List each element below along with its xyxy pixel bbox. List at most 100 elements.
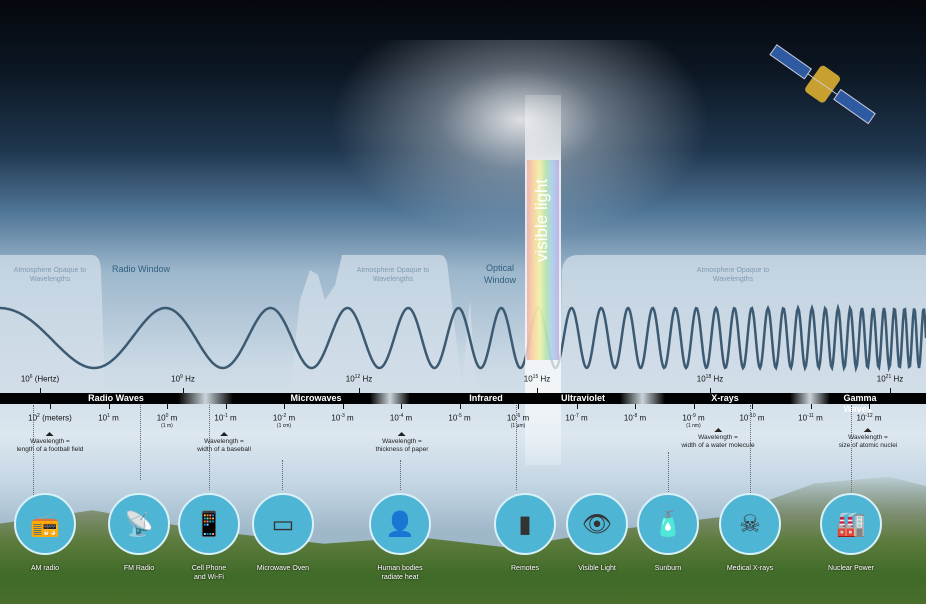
frequency-tick [710, 388, 711, 393]
wl-base: 10 [28, 413, 38, 423]
wl-base: 10 [506, 413, 516, 423]
wave-line [0, 303, 926, 373]
wl-base: 10 [98, 413, 108, 423]
freq-base: 10 [345, 374, 355, 384]
satellite-icon [769, 44, 876, 125]
example-label: FM Radio [124, 564, 154, 573]
wl-base: 10 [798, 413, 808, 423]
wavelength-label: 10-2 m (1 cm) [273, 413, 295, 429]
wl-base: 10 [739, 413, 749, 423]
comparison-line-1: Wavelength = [848, 434, 888, 441]
wl-unit: m [463, 413, 471, 423]
example-icon: 📱 [194, 510, 224, 538]
example-label: AM radio [31, 564, 59, 573]
frequency-tick [40, 388, 41, 393]
atmosphere-opaque-label-1: Atmosphere Opaque to Wavelengths [13, 267, 87, 283]
frequency-label: 109 Hz [171, 374, 195, 384]
example-label-line-1: Human bodies [377, 565, 423, 572]
example-label: Remotes [511, 564, 539, 573]
wl-base: 10 [272, 413, 282, 423]
wl-exponent: 0 [165, 413, 169, 419]
freq-unit: Hz [540, 374, 551, 384]
frequency-label: 1015 Hz [524, 374, 550, 384]
sun-glow [330, 40, 710, 240]
band-infrared: Infrared [469, 393, 503, 403]
opaque-region-microwave [290, 255, 476, 390]
wavelength-label: 10-3 m [331, 413, 353, 423]
wavelength-tick [518, 404, 519, 409]
example-label-line-1: Medical X-rays [726, 565, 774, 572]
example-label-line-1: Cell Phone [191, 565, 227, 572]
wl-unit: m [639, 413, 647, 423]
connector-line [851, 405, 852, 493]
visible-spectrum-rainbow [527, 160, 559, 360]
comparison-line-1: Wavelength = [204, 438, 244, 445]
comparison-line-2: thickness of paper [375, 446, 429, 453]
freq-exponent: 15 [532, 374, 539, 380]
example-label: Nuclear Power [828, 564, 874, 573]
band-radio-waves: Radio Waves [88, 393, 144, 403]
example-label: Sunburn [655, 564, 681, 573]
frequency-label: 1021 Hz [877, 374, 903, 384]
atmosphere-opaque-label-2: Atmosphere Opaque to Wavelengths [356, 267, 430, 283]
wl-exponent: -5 [457, 413, 462, 419]
connector-line [282, 460, 283, 490]
wl-unit: m [405, 413, 413, 423]
freq-base: 10 [876, 374, 886, 384]
example-label: Visible Light [578, 564, 616, 573]
wavelength-label: 101 m [98, 413, 119, 423]
example-image: 🧴 [637, 493, 699, 555]
example-label: Human bodies radiate heat [377, 564, 422, 582]
wl-exponent: -4 [398, 413, 404, 419]
freq-unit: Hz [185, 374, 195, 384]
comparison-line-2: length of a football field [16, 446, 84, 453]
freq-unit: (Hertz) [34, 374, 60, 384]
comparison-line-1: Wavelength = [382, 438, 422, 445]
wavelength-tick [459, 404, 461, 409]
frequency-tick [359, 388, 360, 393]
band-ultraviolet: Ultraviolet [560, 393, 606, 403]
example-icon: ▮ [518, 510, 532, 538]
wavelength-comparison: Wavelength = size of atomic nuclei [839, 428, 898, 450]
wl-unit: m [816, 413, 823, 423]
wavelength-tick [869, 404, 870, 409]
example-label-line-2: and Wi-Fi [194, 574, 224, 581]
wl-unit: m [522, 413, 530, 423]
example-icon: 📡 [124, 510, 154, 538]
wl-base: 10 [214, 413, 224, 423]
wavelength-label: 10-4 m [390, 413, 412, 423]
frequency-label: 106 (Hertz) [21, 374, 59, 384]
freq-base: 10 [171, 374, 181, 384]
wl-base: 10 [389, 413, 399, 423]
wl-exponent: -6 [515, 413, 521, 419]
freq-exponent: 12 [354, 374, 361, 380]
connector-line [516, 405, 517, 490]
wavelength-tick [810, 404, 812, 409]
optical-window-label: Optical Window [483, 263, 516, 285]
example-icon: 🏭 [836, 510, 866, 538]
band-transition [370, 393, 410, 404]
connector-line [750, 405, 751, 493]
wl-note: (1 nm) [686, 422, 701, 429]
wavelength-label: 10-5 m [448, 413, 470, 423]
wl-exponent: -3 [340, 413, 345, 419]
spectrum-bar [0, 393, 926, 404]
wavelength-label: 10-12 m [856, 413, 881, 423]
connector-line [33, 405, 34, 495]
wl-base: 10 [448, 413, 458, 423]
wl-exponent: -9 [691, 413, 696, 419]
wavelength-tick [576, 404, 578, 409]
wavelength-tick [225, 404, 227, 409]
example-label-line-1: Visible Light [578, 565, 616, 572]
comparison-line-1: Wavelength = [30, 438, 70, 445]
wl-exponent: -11 [807, 413, 814, 419]
wl-note: (1 m) [161, 422, 173, 429]
wavelength-label: 10-7 m [565, 413, 587, 423]
example-icon: ☠ [739, 510, 761, 538]
connector-line [140, 405, 141, 480]
frequency-tick [537, 388, 538, 393]
wl-unit: m [112, 413, 119, 423]
wavelength-label: 102 (meters) [28, 413, 72, 423]
wavelength-label: 10-11 m [798, 413, 823, 423]
wl-note: (1 µm) [510, 422, 526, 429]
